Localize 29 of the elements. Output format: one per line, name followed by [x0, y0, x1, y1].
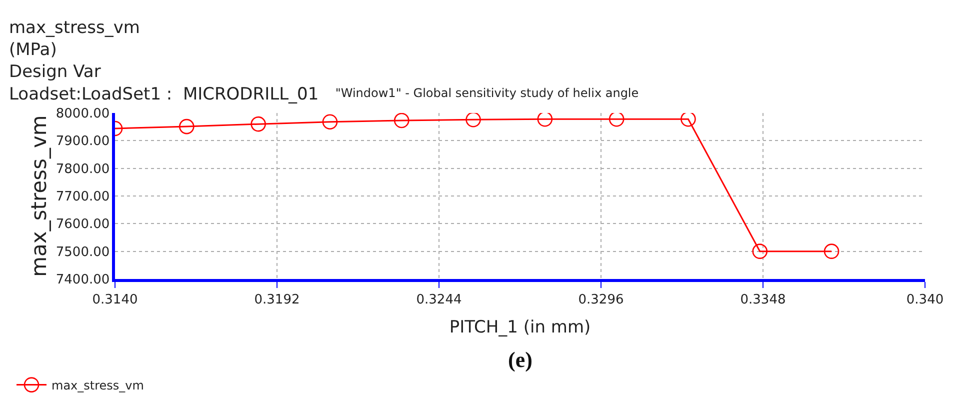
- x-tick-label: 0.3140: [92, 292, 138, 308]
- y-tick-label: 7600.00: [56, 217, 110, 232]
- x-axis-title: PITCH_1 (in mm): [449, 318, 591, 338]
- y-tick-label: 8000.00: [56, 106, 110, 122]
- x-tick-label: 0.340: [906, 292, 944, 308]
- point: [179, 118, 194, 134]
- x-tick-label: 0.3192: [254, 292, 300, 308]
- point: [466, 113, 481, 128]
- text: (e): [508, 347, 532, 372]
- text: max_stress_vm (MPa) Design Var Loadset:LoadSet1 : MICRODRILL_01: [9, 18, 319, 104]
- point: [752, 244, 768, 259]
- x-tick-label: 0.3348: [740, 292, 786, 308]
- point: [537, 113, 553, 127]
- y-axis-title: max_stress_vm: [27, 115, 52, 277]
- y-tick-label: 7900.00: [56, 134, 110, 150]
- y-tick-label: 7800.00: [56, 162, 110, 177]
- chart-title: "Window1" - Global sensitivity study of helix angle: [335, 86, 639, 100]
- x-tick-label: 0.3244: [416, 292, 462, 308]
- y-tick-label: 7500.00: [56, 244, 110, 260]
- point: [322, 114, 338, 130]
- point: [824, 244, 840, 259]
- point: [608, 113, 624, 127]
- point: [250, 116, 266, 132]
- y-tick-label: 7700.00: [56, 190, 110, 205]
- legend-label: max_stress_vm: [52, 378, 144, 392]
- point: [680, 113, 696, 127]
- point: [394, 113, 410, 128]
- y-tick-label: 7400.00: [56, 272, 110, 288]
- x-tick-label: 0.3296: [578, 292, 624, 308]
